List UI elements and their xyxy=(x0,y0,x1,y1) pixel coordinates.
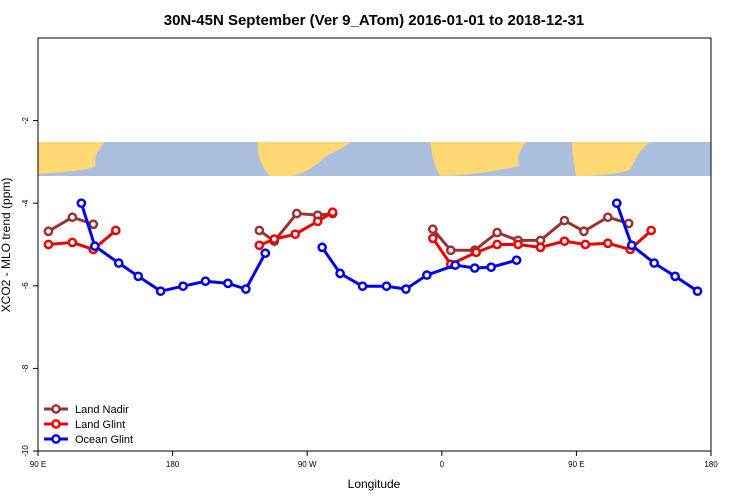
point xyxy=(133,271,144,282)
y-tick-label: -10 xyxy=(21,445,30,457)
point xyxy=(290,229,301,240)
chart-title: 30N-45N September (Ver 9_ATom) 2016-01-0… xyxy=(164,12,584,29)
x-tick-label: 0 xyxy=(440,460,445,469)
point xyxy=(427,224,438,235)
point xyxy=(67,237,78,248)
point xyxy=(471,247,482,258)
point xyxy=(200,276,211,287)
point xyxy=(43,226,54,237)
legend-swatch xyxy=(51,404,61,414)
point xyxy=(254,225,265,236)
legend-swatch xyxy=(51,434,61,444)
y-tick-label: -8 xyxy=(21,364,30,372)
point xyxy=(421,270,432,280)
point xyxy=(110,225,121,236)
point xyxy=(335,268,345,279)
point xyxy=(535,242,546,253)
x-tick-label: 180 xyxy=(166,460,180,469)
point xyxy=(113,258,124,268)
point xyxy=(492,227,502,238)
point xyxy=(649,258,660,268)
point xyxy=(580,239,591,250)
legend-label: Land Glint xyxy=(75,419,125,431)
point xyxy=(357,281,368,292)
point xyxy=(646,225,657,236)
point xyxy=(155,286,166,297)
point xyxy=(254,240,265,251)
point xyxy=(692,286,703,297)
point xyxy=(260,248,271,259)
point xyxy=(450,260,461,270)
point xyxy=(579,226,589,237)
x-tick-label: 90 E xyxy=(30,460,46,469)
plot-frame xyxy=(37,37,712,452)
point xyxy=(486,262,497,273)
x-tick-label: 90 E xyxy=(568,460,584,469)
y-tick-label: -6 xyxy=(21,282,30,290)
point xyxy=(602,238,613,249)
point xyxy=(492,239,502,250)
point xyxy=(43,239,54,250)
point xyxy=(76,198,87,209)
legend-swatch xyxy=(51,419,61,429)
point xyxy=(511,255,522,266)
point xyxy=(291,208,302,219)
point xyxy=(269,234,280,244)
point xyxy=(89,241,100,252)
point xyxy=(559,215,570,226)
point xyxy=(317,242,328,253)
point xyxy=(602,212,613,223)
point xyxy=(241,284,251,294)
point xyxy=(381,281,392,292)
y-axis-label: XCO2 - MLO trend (ppm) xyxy=(0,178,13,313)
legend-label: Ocean Glint xyxy=(75,434,133,446)
point xyxy=(401,284,411,294)
map-band xyxy=(38,142,711,176)
x-tick-label: 180 xyxy=(704,460,718,469)
x-tick-label: 90 W xyxy=(298,460,317,469)
point xyxy=(327,207,338,218)
point xyxy=(469,263,480,273)
point xyxy=(312,216,323,227)
point xyxy=(611,198,622,209)
legend-label: Land Nadir xyxy=(75,404,129,416)
point xyxy=(626,240,637,251)
x-axis-label: Longitude xyxy=(348,477,401,491)
point xyxy=(223,278,233,289)
point xyxy=(178,281,188,292)
point xyxy=(513,239,523,250)
point xyxy=(88,219,99,230)
point xyxy=(67,212,78,223)
y-tick-label: -2 xyxy=(21,116,30,124)
point xyxy=(427,233,438,244)
point xyxy=(445,245,456,256)
point xyxy=(559,236,570,247)
point xyxy=(670,271,680,282)
y-tick-label: -4 xyxy=(21,199,30,207)
